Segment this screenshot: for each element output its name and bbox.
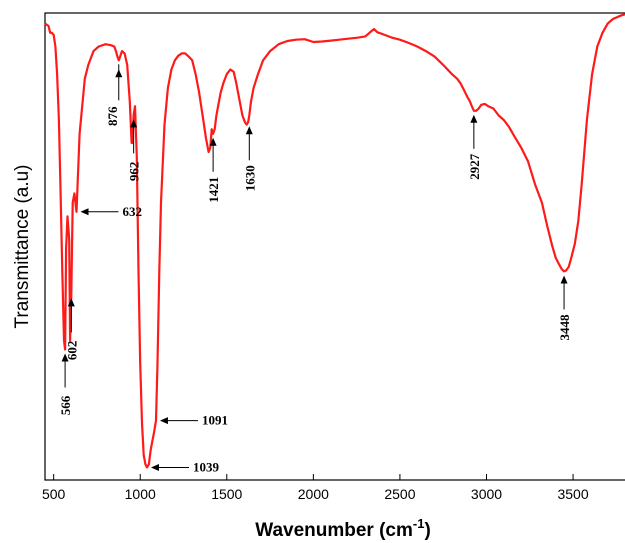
annotation-arrowhead-1421 xyxy=(209,137,217,146)
x-tick-label-3000: 3000 xyxy=(471,486,502,502)
annotation-arrowhead-876 xyxy=(115,69,123,78)
annotation-962: 962 xyxy=(127,119,142,181)
plot-area: 500 1000 1500 2000 2500 3000 3500 566 602 632 876… xyxy=(42,12,625,502)
x-tick-label-500: 500 xyxy=(42,486,66,502)
plot-frame xyxy=(44,12,625,481)
x-tick-label-1500: 1500 xyxy=(211,486,242,502)
x-axis-title-end: ) xyxy=(424,520,430,541)
annotation-876: 876 xyxy=(105,64,123,126)
annotation-3448: 3448 xyxy=(557,275,572,340)
annotation-arrowhead-566 xyxy=(61,353,69,362)
x-tick-label-3500: 3500 xyxy=(557,486,588,502)
x-tick-label-2000: 2000 xyxy=(298,486,329,502)
annotation-label-1630: 1630 xyxy=(242,165,257,191)
annotation-2927: 2927 xyxy=(467,114,482,180)
annotation-arrowhead-962 xyxy=(130,119,138,128)
annotation-1630: 1630 xyxy=(242,126,257,191)
annotation-arrowhead-3448 xyxy=(560,275,568,284)
annotation-label-602: 602 xyxy=(64,341,79,361)
annotation-566: 566 xyxy=(58,353,73,415)
x-tick-label-1000: 1000 xyxy=(125,486,156,502)
annotation-label-962: 962 xyxy=(127,162,142,182)
annotation-label-876: 876 xyxy=(105,106,120,126)
peak-annotations: 566 602 632 876 962 1039 1091 1421 1630 2927 3448 xyxy=(58,64,572,474)
annotation-1039: 1039 xyxy=(150,459,220,474)
annotation-label-1091: 1091 xyxy=(202,413,228,428)
annotation-label-2927: 2927 xyxy=(467,153,482,180)
annotation-arrowhead-1091 xyxy=(159,417,168,425)
annotation-arrowhead-1630 xyxy=(245,126,253,135)
annotation-632: 632 xyxy=(80,204,142,219)
annotation-arrowhead-632 xyxy=(80,208,89,216)
annotation-arrowhead-2927 xyxy=(470,114,478,123)
x-tick-label-2500: 2500 xyxy=(384,486,415,502)
annotation-label-3448: 3448 xyxy=(557,314,572,341)
x-ticks: 500 1000 1500 2000 2500 3000 3500 xyxy=(42,474,589,502)
annotation-label-566: 566 xyxy=(58,395,73,415)
x-axis-title-main: Wavenumber (cm xyxy=(255,520,413,541)
annotation-label-1421: 1421 xyxy=(206,177,221,203)
annotation-1091: 1091 xyxy=(159,413,228,428)
y-axis-title: Transmittance (a.u) xyxy=(12,164,33,328)
annotation-label-632: 632 xyxy=(123,204,142,219)
x-axis-title-sup: -1 xyxy=(413,516,425,531)
annotation-arrowhead-1039 xyxy=(150,463,159,471)
annotation-label-1039: 1039 xyxy=(193,459,220,474)
annotation-arrowhead-602 xyxy=(67,298,75,307)
annotation-602: 602 xyxy=(64,298,79,360)
annotation-1421: 1421 xyxy=(206,137,221,203)
x-axis-title: Wavenumber (cm-1) xyxy=(255,516,431,541)
spectrum-line xyxy=(44,13,625,469)
